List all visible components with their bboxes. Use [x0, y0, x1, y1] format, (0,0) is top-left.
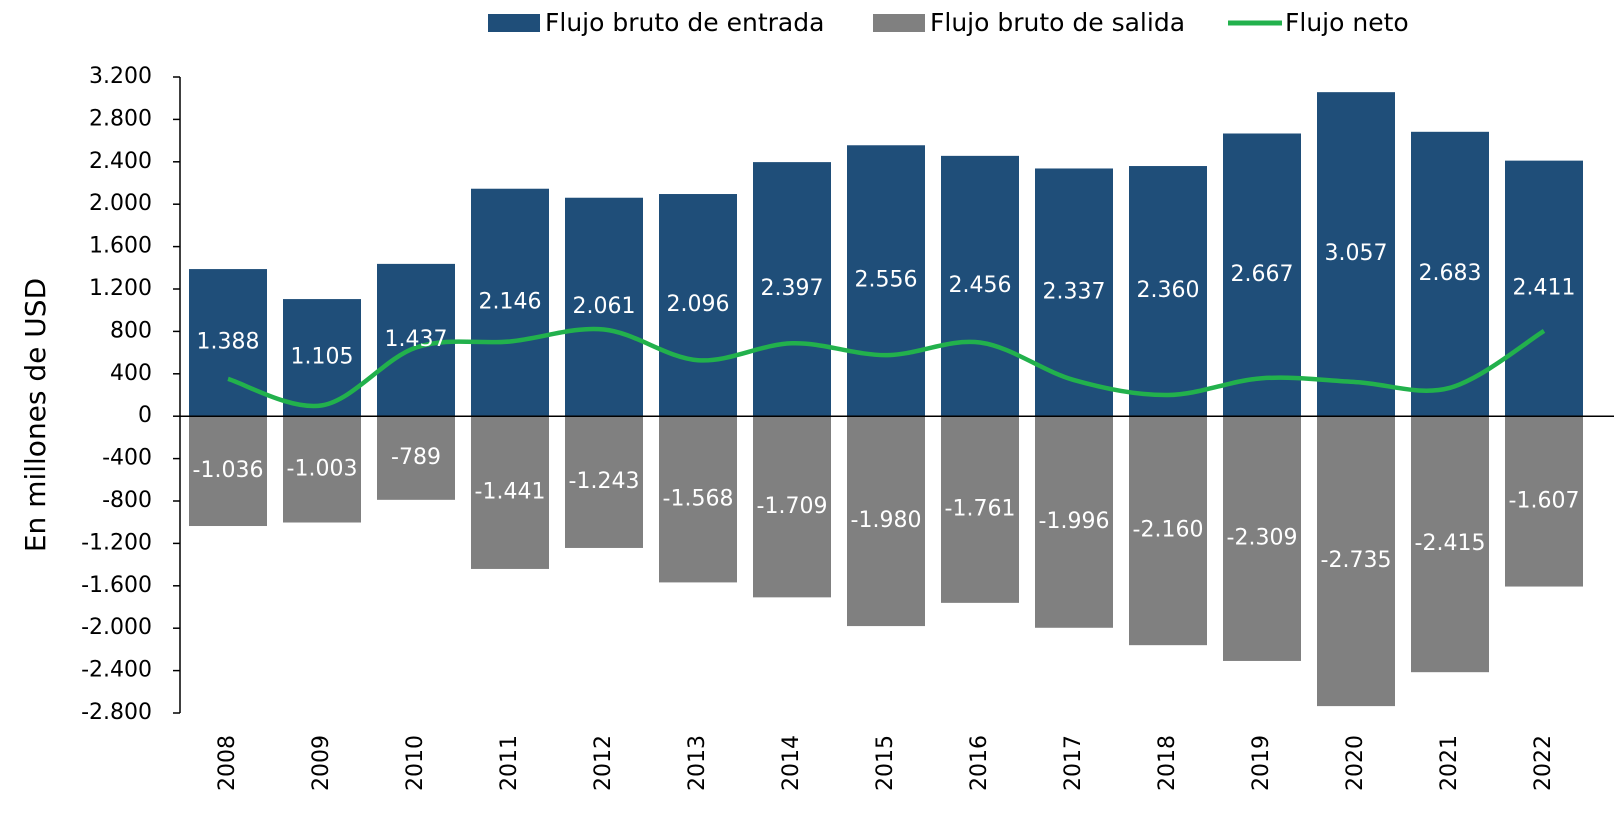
bar: [1223, 416, 1301, 661]
data-label: -2.309: [1227, 526, 1298, 551]
bar: [1411, 131, 1489, 417]
data-label: 1.388: [197, 330, 260, 355]
y-axis-label: En millones de USD: [19, 278, 52, 552]
data-label: -1.243: [569, 469, 640, 494]
data-label: 2.096: [667, 292, 730, 317]
bar: [1129, 166, 1207, 417]
legend-label: Flujo bruto de salida: [930, 8, 1185, 37]
data-label: 2.683: [1419, 261, 1482, 286]
data-label: 2.556: [855, 268, 918, 293]
data-label: -1.568: [663, 486, 734, 511]
data-label: 2.667: [1231, 262, 1294, 287]
bar: [283, 416, 361, 523]
bar: [1223, 133, 1301, 417]
y-tick-label: -800: [102, 488, 152, 513]
x-tick-label: 2018: [1155, 735, 1180, 791]
x-tick-label: 2016: [967, 735, 992, 791]
y-tick-label: -2.800: [81, 700, 152, 725]
data-label: -1.996: [1039, 509, 1110, 534]
data-label: -1.709: [757, 494, 828, 519]
bar: [471, 188, 549, 417]
data-label: 3.057: [1325, 241, 1388, 266]
y-tick-label: -1.200: [81, 530, 152, 555]
x-tick-label: 2013: [685, 735, 710, 791]
y-tick-label: 2.400: [89, 149, 152, 174]
bar: [377, 416, 455, 500]
bar: [1505, 416, 1583, 587]
data-label: 2.360: [1137, 278, 1200, 303]
x-tick-label: 2022: [1531, 735, 1556, 791]
x-tick-label: 2010: [403, 735, 428, 791]
y-tick-label: -400: [102, 446, 152, 471]
y-tick-label: 2.000: [89, 191, 152, 216]
bar: [753, 162, 831, 417]
legend-label: Flujo neto: [1285, 8, 1409, 37]
bar: [189, 416, 267, 527]
data-label: 2.411: [1513, 275, 1576, 300]
x-tick-label: 2015: [873, 735, 898, 791]
data-label: -1.607: [1509, 488, 1580, 513]
data-label: -1.980: [851, 508, 922, 533]
data-label: -1.441: [475, 480, 546, 505]
x-tick-label: 2020: [1343, 735, 1368, 791]
x-tick-label: 2011: [497, 735, 522, 791]
data-label: 2.146: [479, 289, 542, 314]
bar: [659, 416, 737, 583]
line: [227, 326, 1546, 409]
bar: [941, 155, 1019, 417]
bar: [565, 416, 643, 548]
data-label: -2.160: [1133, 518, 1204, 543]
x-tick-label: 2009: [309, 735, 334, 791]
x-tick-label: 2017: [1061, 735, 1086, 791]
x-tick-label: 2008: [215, 735, 240, 791]
y-tick-label: 2.800: [89, 106, 152, 131]
data-label: 2.061: [573, 294, 636, 319]
bar: [1411, 416, 1489, 673]
y-tick-label: 800: [110, 318, 152, 343]
y-tick-label: -2.400: [81, 658, 152, 683]
bar: [1035, 416, 1113, 628]
y-tick-label: 0: [138, 403, 152, 428]
data-label: 1.437: [385, 327, 448, 352]
bar: [471, 416, 549, 569]
y-tick-label: 1.200: [89, 276, 152, 301]
legend-swatch: [488, 14, 540, 32]
bar: [1035, 168, 1113, 417]
bar: [565, 197, 643, 417]
legend-swatch: [873, 14, 925, 32]
bar: [941, 416, 1019, 603]
data-label: -1.761: [945, 497, 1016, 522]
y-tick-label: -2.000: [81, 615, 152, 640]
y-tick-label: 1.600: [89, 234, 152, 259]
bar: [1317, 92, 1395, 417]
y-tick-label: -1.600: [81, 573, 152, 598]
data-label: 2.397: [761, 276, 824, 301]
data-label: -1.003: [287, 456, 358, 481]
x-tick-label: 2012: [591, 735, 616, 791]
data-label: -2.735: [1321, 548, 1392, 573]
legend-label: Flujo bruto de entrada: [545, 8, 824, 37]
bar: [847, 145, 925, 417]
data-label: 1.105: [291, 345, 354, 370]
bar: [659, 194, 737, 417]
y-tick-label: 3.200: [89, 64, 152, 89]
bar: [1129, 416, 1207, 646]
bar: [847, 416, 925, 627]
bar: [1317, 416, 1395, 707]
data-label: 2.456: [949, 273, 1012, 298]
data-label: -1.036: [193, 458, 264, 483]
x-tick-label: 2019: [1249, 735, 1274, 791]
x-tick-label: 2021: [1437, 735, 1462, 791]
bar: [753, 416, 831, 598]
data-label: -2.415: [1415, 531, 1486, 556]
data-label: 2.337: [1043, 279, 1106, 304]
x-tick-label: 2014: [779, 735, 804, 791]
y-tick-label: 400: [110, 361, 152, 386]
data-label: -789: [391, 445, 441, 470]
bar: [1505, 160, 1583, 417]
